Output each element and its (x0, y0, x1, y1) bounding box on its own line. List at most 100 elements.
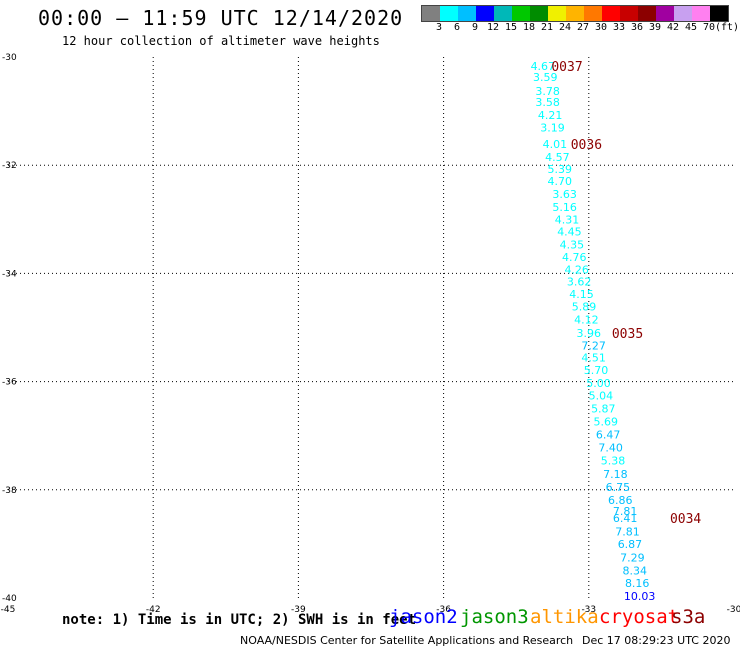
wave-height-value: 5.00 (586, 377, 611, 390)
legend-label: 39 (648, 22, 662, 33)
legend-label: 30 (594, 22, 608, 33)
color-legend-labels: 3 6 9 12 15 18 21 24 27 30 33 36 39 42 45 70 (ft) (421, 22, 740, 34)
chart-subtitle: 12 hour collection of altimeter wave hei… (62, 34, 380, 48)
legend-swatch (530, 6, 548, 21)
wave-height-value: 3.58 (535, 96, 560, 109)
legend-label: 18 (522, 22, 536, 33)
wave-height-value: 6.75 (606, 481, 631, 494)
chart-title: 00:00 – 11:59 UTC 12/14/2020 (38, 6, 404, 30)
satellite-label-jason2: jason2 (389, 606, 458, 628)
legend-label: 6 (453, 22, 461, 33)
legend-label: 33 (612, 22, 626, 33)
legend-swatch (458, 6, 476, 21)
y-tick-label: -40 (2, 594, 17, 604)
legend-swatch (548, 6, 566, 21)
wave-height-value: 4.31 (555, 213, 580, 226)
legend-swatch (710, 6, 728, 21)
note-text: note: 1) Time is in UTC; 2) SWH is in fe… (62, 612, 417, 628)
legend-label: (ft) (714, 22, 740, 33)
x-tick-label: -42 (146, 605, 161, 615)
legend-label: 36 (630, 22, 644, 33)
legend-label: 45 (684, 22, 698, 33)
legend-swatch (566, 6, 584, 21)
legend-label: 70 (702, 22, 716, 33)
wave-height-value: 5.87 (591, 403, 616, 416)
y-tick-label: -30 (2, 53, 17, 63)
pass-time-label: 0034 (670, 512, 701, 527)
legend-swatch (620, 6, 638, 21)
legend-label: 9 (471, 22, 479, 33)
wave-height-value: 5.16 (552, 201, 577, 214)
wave-height-value: 4.51 (581, 351, 606, 364)
legend-label: 24 (558, 22, 572, 33)
x-tick-label: -33 (581, 605, 596, 615)
wave-height-value: 4.35 (560, 239, 585, 252)
satellite-label-jason3: jason3 (460, 606, 529, 628)
wave-height-value: 7.40 (598, 442, 623, 455)
x-tick-label: -36 (436, 605, 451, 615)
wave-height-value: 7.81 (613, 505, 638, 518)
wave-height-value: 4.67 (531, 60, 556, 73)
x-tick-label: -30 (727, 605, 740, 615)
wave-height-value: 7.18 (603, 468, 628, 481)
wave-height-value: 5.38 (601, 455, 626, 468)
wave-height-value: 5.04 (589, 390, 614, 403)
wave-height-value: 4.15 (569, 288, 594, 301)
wave-height-value: 6.86 (608, 494, 633, 507)
wave-height-value: 3.19 (540, 121, 565, 134)
legend-swatch (674, 6, 692, 21)
wave-height-value: 5.69 (593, 416, 618, 429)
legend-label: 21 (540, 22, 554, 33)
wave-height-value: 10.03 (624, 590, 656, 603)
pass-time-label: 0036 (571, 138, 602, 153)
wave-height-value: 3.78 (535, 85, 560, 98)
footer-timestamp: Dec 17 08:29:23 UTC 2020 (582, 634, 731, 647)
legend-label: 15 (504, 22, 518, 33)
x-tick-label: -39 (291, 605, 306, 615)
satellite-label-cryosat: cryosat (599, 606, 680, 628)
legend-label: 3 (435, 22, 443, 33)
y-tick-label: -32 (2, 161, 17, 171)
wave-height-value: 3.59 (533, 71, 558, 84)
pass-time-label: 0035 (612, 327, 643, 342)
wave-height-value: 7.81 (615, 525, 640, 538)
wave-height-value: 6.87 (618, 538, 643, 551)
satellite-label-altika: altika (530, 606, 599, 628)
legend-swatch (602, 6, 620, 21)
wave-height-value: 6.41 (613, 512, 638, 525)
satellite-label-s3a: s3a (671, 606, 706, 628)
legend-swatch (512, 6, 530, 21)
legend-swatch (584, 6, 602, 21)
wave-height-value: 4.12 (574, 313, 599, 326)
wave-height-value: 4.57 (545, 151, 570, 164)
wave-height-value: 5.70 (584, 364, 609, 377)
color-legend (421, 5, 729, 22)
y-tick-label: -34 (2, 269, 17, 279)
legend-label: 27 (576, 22, 590, 33)
wave-height-value: 8.34 (623, 564, 648, 577)
footer-credit: NOAA/NESDIS Center for Satellite Applica… (240, 634, 574, 647)
y-tick-label: -36 (2, 378, 17, 388)
wave-height-value: 3.62 (567, 276, 592, 289)
wave-height-value: 4.01 (543, 138, 568, 151)
wave-height-value: 4.70 (548, 175, 573, 188)
wave-height-value: 5.39 (548, 163, 573, 176)
wave-height-value: 3.96 (577, 327, 602, 340)
legend-swatch (440, 6, 458, 21)
legend-label: 12 (486, 22, 500, 33)
pass-time-label: 0037 (551, 60, 582, 75)
wave-height-value: 7.27 (581, 339, 606, 352)
wave-height-value: 4.76 (562, 251, 587, 264)
wave-height-value: 7.29 (620, 551, 645, 564)
x-tick-label: -45 (1, 605, 16, 615)
wave-height-value: 4.21 (538, 109, 563, 122)
wave-height-value: 3.63 (552, 188, 577, 201)
wave-height-value: 4.26 (564, 264, 589, 277)
legend-label: 42 (666, 22, 680, 33)
legend-swatch (656, 6, 674, 21)
wave-height-value: 5.89 (572, 300, 597, 313)
legend-swatch (638, 6, 656, 21)
wave-height-value: 6.47 (596, 429, 621, 442)
legend-swatch (422, 6, 440, 21)
